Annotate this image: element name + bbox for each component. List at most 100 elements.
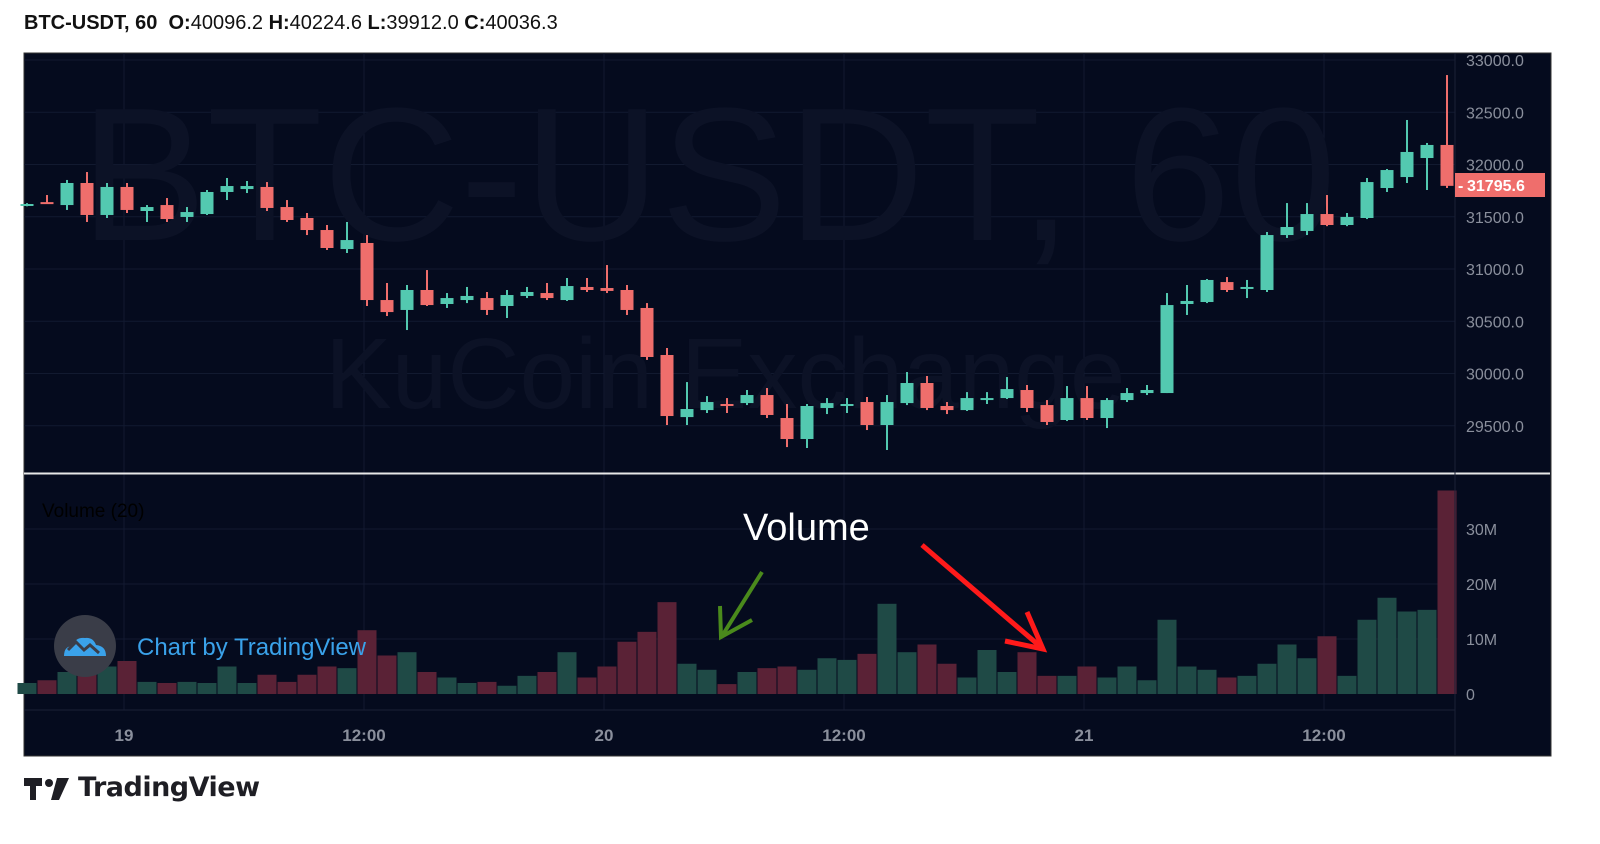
volume-tick-label: 20M [1466, 577, 1497, 594]
candle [1200, 279, 1214, 304]
candle-body [360, 242, 374, 301]
candle [1180, 284, 1194, 315]
volume-bar [937, 663, 957, 694]
candle [1320, 195, 1334, 227]
price-axis[interactable]: 33000.0 32500.0 32000.0 31500.0 31000.0 30500… [1466, 53, 1524, 436]
candle [220, 177, 234, 201]
chart-by-tradingview-badge[interactable]: Chart by TradingView [54, 615, 367, 677]
candle [860, 397, 874, 431]
candle [840, 398, 854, 414]
candle [480, 291, 494, 315]
candle-body [1420, 144, 1434, 159]
candles [20, 75, 1454, 450]
candle [1420, 142, 1434, 190]
volume-bar [797, 669, 817, 694]
volume-bar [917, 644, 937, 694]
candle-body [1200, 279, 1214, 303]
candle-body [560, 286, 574, 301]
volume-bar [557, 652, 577, 694]
close-label: C: [464, 12, 486, 34]
candle-body [1380, 170, 1394, 189]
candle-body [60, 182, 74, 206]
volume-annotation-text: Volume [743, 507, 870, 549]
candle-body [520, 291, 534, 296]
time-tick-label: 21 [1075, 726, 1094, 745]
high-label: H: [268, 12, 290, 34]
volume-bar [17, 683, 37, 694]
candle [120, 182, 134, 213]
candle-body [1140, 390, 1154, 394]
high-value: 40224.6 [289, 12, 362, 34]
candle-body [180, 212, 194, 217]
volume-bar [577, 677, 597, 694]
price-tick-label: 32500.0 [1466, 105, 1524, 122]
candle-body [120, 186, 134, 210]
volume-axis[interactable]: 30M 20M 10M 0 [1466, 522, 1497, 704]
open-value: 40096.2 [190, 12, 263, 34]
candle-body [500, 295, 514, 306]
volume-bar [957, 677, 977, 694]
candle-body [1320, 214, 1334, 226]
candle-body [1060, 398, 1074, 421]
candle [980, 392, 994, 405]
candle-body [1260, 235, 1274, 291]
candle-body [1080, 398, 1094, 419]
candle [720, 398, 734, 414]
volume-bar [977, 650, 997, 694]
candle-body [1120, 393, 1134, 401]
candle-body [1300, 214, 1314, 231]
time-axis[interactable]: 19 12:00 20 12:00 21 12:00 [115, 726, 1346, 745]
candle-body [1020, 390, 1034, 408]
candle-body [640, 307, 654, 357]
volume-bar [437, 677, 457, 694]
candle-body [540, 293, 554, 299]
volume-bar [837, 659, 857, 694]
volume-bar [697, 669, 717, 694]
volume-bar [517, 675, 537, 694]
volume-bar [497, 685, 517, 694]
price-tick-label: 30000.0 [1466, 367, 1524, 384]
candle-body [1180, 300, 1194, 305]
candle [940, 402, 954, 415]
volume-bar [637, 631, 657, 694]
volume-bar [1117, 666, 1137, 694]
candle [1300, 203, 1314, 236]
candle-body [980, 398, 994, 401]
candle-body [620, 290, 634, 310]
candle-body [800, 405, 814, 440]
tradingview-footer-logo[interactable]: TradingView [24, 772, 260, 803]
candle-body [900, 383, 914, 404]
volume-bar [337, 668, 357, 694]
volume-bar [597, 666, 617, 694]
candle [1120, 388, 1134, 403]
volume-bar [457, 683, 477, 694]
volume-bar [617, 641, 637, 694]
price-tick-label: 33000.0 [1466, 53, 1524, 70]
candle [420, 270, 434, 306]
volume-bar [877, 603, 897, 694]
candle [440, 293, 454, 308]
candle [60, 179, 74, 210]
candle-body [680, 409, 694, 418]
last-price-badge [1455, 173, 1545, 197]
low-label: L: [367, 12, 387, 34]
volume-bar [537, 672, 557, 694]
candle [780, 404, 794, 448]
volume-bar [237, 683, 257, 694]
chart-by-tradingview-text[interactable]: Chart by TradingView [137, 634, 367, 661]
candle-body [220, 186, 234, 192]
candle [240, 181, 254, 194]
candle-body [1340, 216, 1354, 226]
volume-bar [477, 681, 497, 694]
price-tick-label: 30500.0 [1466, 314, 1524, 331]
volume-bar [657, 602, 677, 694]
symbol-ohlc-header: BTC-USDT, 60 O:40096.2 H:40224.6 L:39912… [24, 12, 558, 35]
volume-bars [17, 490, 1457, 694]
time-tick-label: 12:00 [1302, 726, 1345, 745]
volume-bar [1177, 666, 1197, 694]
volume-bar [1297, 658, 1317, 694]
candle [1060, 386, 1074, 422]
grid [24, 53, 1455, 710]
candle-body [880, 402, 894, 426]
